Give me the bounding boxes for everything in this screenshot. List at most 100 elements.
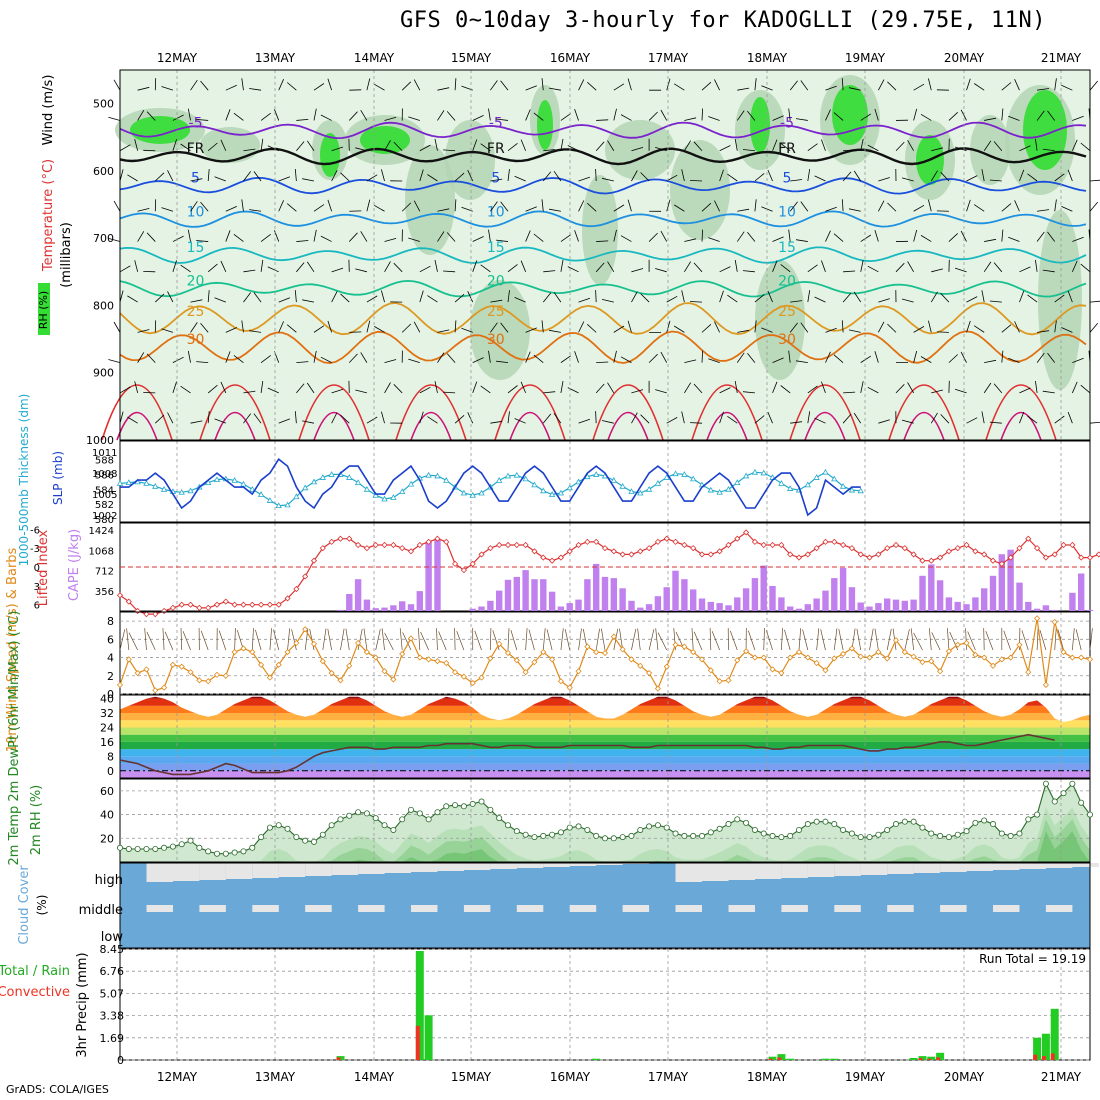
lifted-index-point bbox=[945, 548, 952, 555]
rh2m-point bbox=[910, 818, 917, 825]
wind-barb bbox=[1067, 169, 1073, 182]
wind-barb bbox=[825, 206, 837, 212]
wind-barb bbox=[108, 116, 121, 121]
lifted-index-point bbox=[557, 554, 564, 561]
wind-barb-10m bbox=[798, 628, 802, 651]
wind-speed-point bbox=[725, 677, 732, 684]
rh2m-point bbox=[504, 822, 511, 829]
wind-speed-point bbox=[681, 643, 688, 650]
thickness-point bbox=[734, 479, 741, 486]
rh2m-point bbox=[575, 823, 582, 830]
wind-barb bbox=[467, 169, 474, 182]
thickness-point bbox=[672, 470, 679, 477]
cape-bar bbox=[707, 601, 714, 611]
wind-barb bbox=[419, 169, 424, 182]
precip-legend-total: Total / Rain bbox=[0, 964, 70, 979]
wind-barb bbox=[108, 238, 121, 242]
wind-barb-10m bbox=[928, 628, 932, 651]
upper-air-frame bbox=[119, 69, 1091, 441]
wind-barb bbox=[127, 295, 138, 303]
wind10m-panel-frame bbox=[119, 611, 1091, 695]
precip-convective-bar bbox=[936, 1057, 941, 1060]
rh2m-point bbox=[628, 832, 635, 839]
cloud-gap-high bbox=[1045, 863, 1073, 868]
wind-speed-point bbox=[901, 649, 908, 656]
wind-barb bbox=[596, 361, 609, 364]
thickness-point bbox=[116, 480, 124, 486]
wind-barb bbox=[154, 414, 165, 424]
wind-barb bbox=[989, 300, 1002, 303]
rh2m-point bbox=[1025, 816, 1032, 823]
lifted-index-point bbox=[390, 541, 397, 549]
rh2m-point bbox=[407, 806, 414, 813]
wind-speed-point bbox=[734, 657, 741, 664]
wind-barb bbox=[613, 204, 625, 212]
wind-legend-label: Wind (m/s) bbox=[41, 75, 56, 146]
wind-speed-point bbox=[478, 674, 485, 681]
cape-bar bbox=[1016, 582, 1023, 611]
wind-barb bbox=[920, 235, 932, 242]
rh2m-point bbox=[1078, 799, 1085, 806]
wind-barb bbox=[196, 119, 209, 121]
wind-barb bbox=[878, 419, 890, 424]
wind-barb bbox=[360, 352, 368, 363]
cape-bar bbox=[989, 575, 997, 611]
wind-barb bbox=[146, 232, 156, 242]
rh2m-point bbox=[205, 848, 212, 855]
cloud-gap-high bbox=[807, 863, 835, 877]
cape-bar bbox=[672, 570, 679, 611]
wind-barb-10m bbox=[1036, 628, 1039, 651]
cloud-gap-high bbox=[966, 863, 993, 871]
cape-bar bbox=[469, 608, 476, 611]
cape-bar bbox=[390, 605, 397, 611]
rh2m-point bbox=[161, 844, 168, 851]
lifted-index-point bbox=[963, 541, 970, 549]
wind-barb-10m bbox=[1089, 628, 1093, 651]
wind-barb-10m bbox=[904, 629, 910, 651]
precip-panel-frame bbox=[119, 948, 1091, 1061]
lifted-index-point bbox=[469, 560, 476, 567]
cape-bar bbox=[354, 579, 362, 611]
wind-barb bbox=[161, 328, 174, 333]
wind-barb bbox=[887, 323, 897, 333]
rh2m-point bbox=[355, 809, 362, 816]
wind-barb bbox=[207, 411, 210, 424]
date-label-top: 21MAY bbox=[1041, 51, 1082, 65]
wind-barb bbox=[549, 87, 561, 91]
wind-speed-point bbox=[346, 662, 353, 669]
thickness-point bbox=[690, 475, 697, 482]
precip-convective-bar bbox=[1041, 1056, 1046, 1060]
wind-barb bbox=[620, 356, 632, 363]
precip-legend-convective: Convective bbox=[0, 985, 70, 1000]
wind-barb bbox=[1014, 321, 1020, 333]
wind-barb bbox=[260, 355, 271, 363]
lifted-index-point bbox=[619, 551, 626, 558]
cape-bar bbox=[769, 586, 776, 611]
wind-barb bbox=[895, 141, 905, 152]
cape-bar bbox=[875, 603, 882, 611]
wind-speed-point bbox=[487, 655, 494, 662]
lifted-index-point bbox=[266, 601, 273, 608]
precip-convective-bar bbox=[336, 1057, 341, 1060]
wind-barb bbox=[966, 175, 978, 182]
precip-total-bar bbox=[830, 1058, 839, 1060]
wind-barb bbox=[313, 83, 325, 91]
wind-barb bbox=[196, 361, 209, 364]
wind-barb bbox=[154, 172, 165, 182]
thickness-point bbox=[125, 479, 132, 486]
wind-barb bbox=[127, 416, 138, 424]
wind-barb bbox=[907, 382, 914, 394]
date-label-top: 14MAY bbox=[354, 51, 395, 65]
wind-barb bbox=[490, 201, 498, 212]
wind-barb bbox=[1027, 173, 1038, 182]
wind-speed-point bbox=[196, 677, 203, 684]
wind-barb bbox=[767, 411, 773, 424]
wind-barb bbox=[960, 109, 967, 121]
slp-tick-label: 1011 bbox=[92, 448, 117, 459]
wind-barb bbox=[640, 414, 650, 424]
cloud-gap-high bbox=[569, 863, 597, 866]
wind-barb bbox=[274, 109, 280, 121]
precip-convective-bar bbox=[768, 1058, 773, 1060]
wind-barb bbox=[673, 204, 685, 212]
precip-tick-label: 0 bbox=[117, 1054, 124, 1067]
